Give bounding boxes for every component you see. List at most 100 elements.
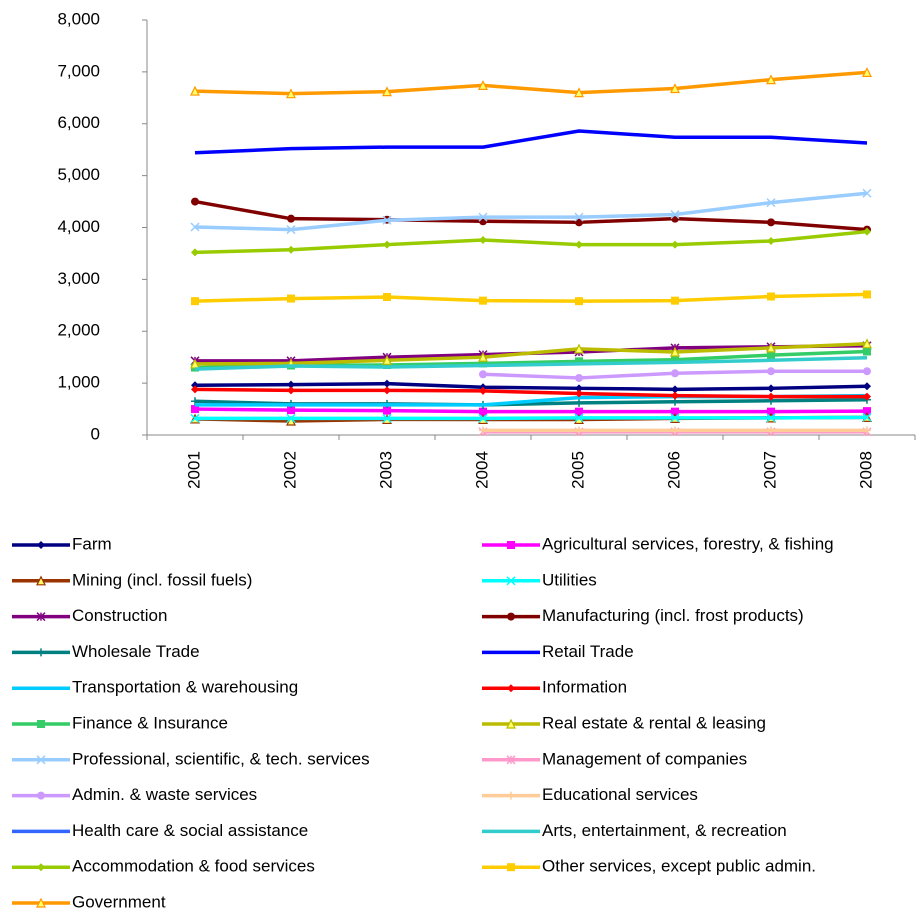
data-point: [190, 413, 200, 423]
legend-label: Information: [542, 678, 627, 697]
data-point: [863, 347, 871, 356]
y-tick-label: 7,000: [57, 61, 100, 80]
legend-marker: [37, 720, 45, 728]
data-point: [287, 380, 295, 389]
x-tick-label: 2001: [184, 451, 203, 489]
data-point: [383, 360, 391, 369]
legend-label: Manufacturing (incl. frost products): [542, 606, 804, 625]
y-tick-label: 6,000: [57, 113, 100, 132]
legend-label: Wholesale Trade: [72, 642, 200, 661]
data-point: [287, 214, 295, 223]
data-point: [862, 67, 872, 77]
legend-marker: [507, 863, 515, 872]
data-point: [862, 338, 872, 349]
data-point: [670, 83, 680, 94]
series-line: [194, 407, 868, 414]
data-point: [670, 346, 680, 357]
data-point: [575, 398, 583, 407]
series-line: [194, 355, 868, 371]
series-line: [194, 341, 868, 366]
legend-marker: [36, 575, 46, 586]
legend-marker: [36, 612, 46, 622]
data-point: [574, 413, 584, 423]
x-tick-label: 2004: [472, 451, 491, 489]
data-point: [575, 426, 583, 435]
legend-label: Mining (incl. fossil fuels): [72, 570, 252, 589]
data-point: [766, 413, 776, 423]
legend-marker: [37, 791, 45, 800]
legend-label: Accommodation & food services: [72, 857, 315, 876]
data-point: [767, 351, 775, 360]
data-point: [478, 413, 488, 423]
data-point: [383, 293, 391, 302]
data-point: [575, 297, 583, 306]
data-point: [575, 240, 583, 249]
data-point: [767, 407, 775, 416]
series-line: [194, 129, 868, 155]
series-line: [194, 229, 868, 255]
data-point: [478, 351, 488, 362]
data-point: [767, 218, 775, 227]
data-point: [479, 370, 487, 379]
data-point: [863, 426, 871, 435]
data-point: [862, 188, 872, 198]
data-point: [478, 80, 488, 90]
data-point: [863, 227, 871, 236]
legend-label: Admin. & waste services: [72, 785, 257, 804]
data-point: [670, 413, 680, 423]
data-point: [863, 367, 871, 376]
data-point: [479, 426, 487, 435]
data-point: [574, 87, 584, 98]
y-tick-label: 5,000: [57, 165, 100, 184]
data-point: [862, 412, 872, 422]
data-point: [479, 359, 487, 368]
data-point: [671, 407, 679, 416]
x-tick-label: 2008: [856, 451, 875, 489]
series-line: [195, 415, 868, 421]
data-point: [767, 236, 775, 245]
data-point: [767, 292, 775, 301]
data-point: [671, 426, 679, 435]
data-point: [479, 296, 487, 305]
legend-label: Construction: [72, 606, 167, 625]
legend-label: Professional, scientific, & tech. servic…: [72, 749, 370, 768]
legend-label: Health care & social assistance: [72, 821, 308, 840]
data-point: [670, 210, 680, 220]
legend-marker: [507, 612, 515, 621]
data-point: [766, 74, 776, 85]
data-point: [671, 355, 679, 364]
legend-marker: [507, 541, 515, 549]
data-point: [575, 384, 583, 393]
data-point: [575, 389, 583, 398]
data-point: [671, 369, 679, 378]
legend-marker: [37, 863, 45, 872]
data-point: [767, 384, 775, 393]
data-point: [191, 405, 199, 414]
data-point: [671, 296, 679, 305]
legend-label: Transportation & warehousing: [72, 678, 298, 697]
data-point: [191, 385, 199, 394]
data-point: [191, 248, 199, 257]
data-point: [286, 413, 296, 423]
legend-label: Utilities: [542, 570, 597, 589]
y-tick-label: 8,000: [57, 9, 100, 28]
data-point: [863, 290, 871, 299]
data-point: [478, 212, 488, 222]
data-point: [671, 391, 679, 400]
data-point: [767, 426, 775, 435]
series-line: [194, 381, 868, 392]
data-point: [766, 342, 776, 353]
data-point: [575, 218, 583, 227]
legend-marker: [37, 648, 45, 657]
data-point: [479, 386, 487, 395]
series-line: [194, 387, 867, 399]
x-tick-label: 2003: [376, 451, 395, 489]
data-point: [575, 407, 583, 416]
data-point: [575, 373, 583, 382]
legend-marker: [506, 718, 516, 729]
data-point: [382, 86, 392, 97]
legend-label: Other services, except public admin.: [542, 857, 816, 876]
data-point: [863, 382, 871, 391]
legend-label: Educational services: [542, 785, 698, 804]
legend-label: Real estate & rental & leasing: [542, 713, 766, 732]
